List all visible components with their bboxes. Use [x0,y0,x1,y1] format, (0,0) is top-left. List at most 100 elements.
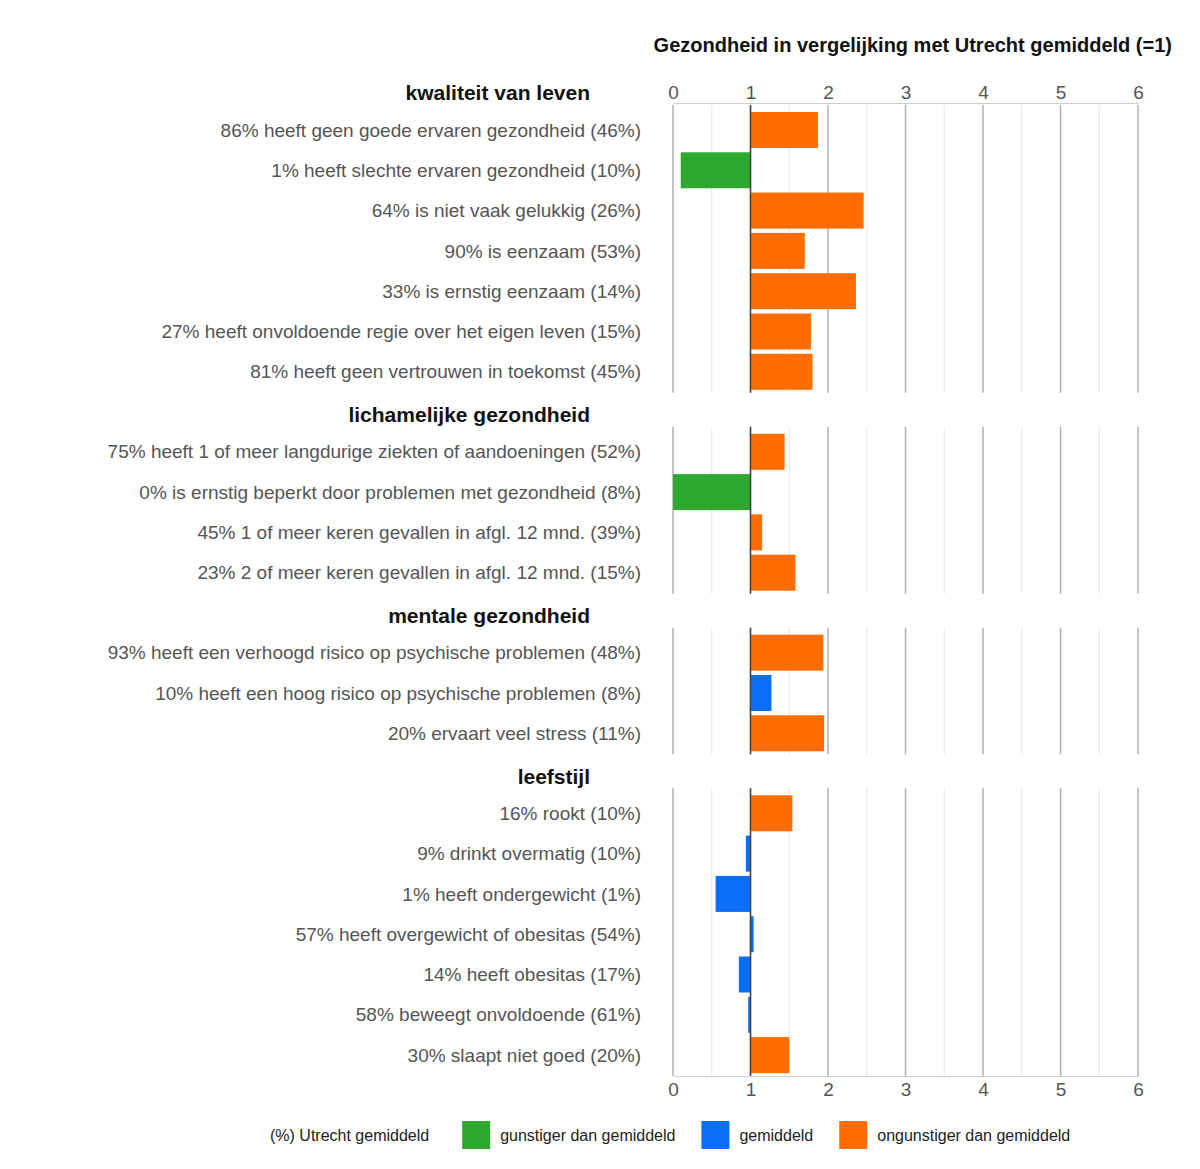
category-label: 1% heeft slechte ervaren gezondheid (10%… [271,160,641,181]
baseline [750,427,752,594]
grid-line [827,427,829,594]
tick-label: 2 [823,1079,834,1100]
grid-line [982,105,984,393]
tick-label: 5 [1056,82,1067,103]
tick-label: 3 [901,1079,912,1100]
grid-line [982,628,984,755]
grid-line [1137,628,1139,755]
minor-grid-line [1099,105,1100,393]
grid-line [750,788,752,1076]
category-label: 81% heeft geen vertrouwen in toekomst (4… [250,361,641,382]
tick-label: 2 [823,82,834,103]
minor-grid-line [711,427,712,594]
minor-grid-line [1021,105,1022,393]
minor-grid-line [1021,628,1022,755]
grid-line [1060,628,1062,755]
grid-line [672,788,674,1076]
tick-label: 0 [668,82,679,103]
grid-line [1060,788,1062,1076]
category-label: 10% heeft een hoog risico op psychische … [155,683,641,704]
bar [716,876,751,912]
minor-grid-line [711,788,712,1076]
legend-label: ongunstiger dan gemiddeld [877,1127,1070,1144]
group-title: lichamelijke gezondheid [348,403,590,426]
tick: 2 [823,82,834,103]
chart-title: Gezondheid in vergelijking met Utrecht g… [654,34,1172,56]
category-label: 90% is eenzaam (53%) [445,241,641,262]
category-label: 33% is ernstig eenzaam (14%) [382,281,641,302]
legend-swatch [839,1121,867,1149]
tick: 6 [1133,1076,1144,1099]
minor-grid-line [944,105,945,393]
tick-label: 3 [901,82,912,103]
category-label: 20% ervaart veel stress (11%) [388,723,641,744]
grid-line [905,105,907,393]
legend-label: gemiddeld [739,1127,813,1144]
grid-line [672,628,674,755]
minor-grid-line [1099,427,1100,594]
tick-label: 6 [1133,1079,1144,1100]
bar [751,795,793,831]
grid-line [1137,427,1139,594]
baseline [750,105,752,393]
legend-note: (%) Utrecht gemiddeld [270,1127,429,1144]
tick-label: 6 [1133,82,1144,103]
category-label: 16% rookt (10%) [499,803,641,824]
tick: 0 [668,82,679,103]
grid-line [750,427,752,594]
minor-grid-line [789,788,790,1076]
bar [751,635,824,671]
tick: 6 [1133,82,1144,103]
bar [751,193,864,229]
category-label: 14% heeft obesitas (17%) [423,964,641,985]
grid-line [827,105,829,393]
grid [673,105,1138,1076]
category-label: 64% is niet vaak gelukkig (26%) [372,200,641,221]
category-label: 93% heeft een verhoogd risico op psychis… [108,642,641,663]
bar [673,474,751,510]
tick: 3 [901,82,912,103]
grid-line [750,105,752,393]
baseline [750,788,752,1076]
minor-grid-line [944,788,945,1076]
minor-grid-line [711,105,712,393]
legend: (%) Utrecht gemiddeldgunstiger dan gemid… [270,1121,1070,1149]
category-label: 86% heeft geen goede ervaren gezondheid … [221,120,641,141]
bar [751,354,813,390]
category-label: 23% 2 of meer keren gevallen in afgl. 12… [197,562,641,583]
category-label: 30% slaapt niet goed (20%) [408,1045,641,1066]
tick: 2 [823,1076,834,1099]
category-label: 57% heeft overgewicht of obesitas (54%) [296,924,641,945]
category-label: 0% is ernstig beperkt door problemen met… [139,482,641,503]
bar [751,715,825,751]
grid-line [1060,105,1062,393]
grid-line [905,628,907,755]
tick: 4 [978,1076,989,1099]
legend-swatch [701,1121,729,1149]
minor-grid-line [711,628,712,755]
grid-line [827,788,829,1076]
category-label: 1% heeft ondergewicht (1%) [402,884,641,905]
grid-line [982,427,984,594]
minor-grid-line [1021,427,1022,594]
category-label: 58% beweegt onvoldoende (61%) [356,1004,641,1025]
tick-label: 1 [746,1079,757,1100]
tick: 1 [746,82,757,103]
bar [751,314,811,350]
minor-grid-line [944,628,945,755]
bar [751,233,805,269]
group-title: kwaliteit van leven [406,81,590,104]
tick-label: 1 [746,82,757,103]
minor-grid-line [1099,628,1100,755]
tick: 5 [1056,1076,1067,1099]
minor-grid-line [866,628,867,755]
bars [673,105,864,1076]
bar [751,555,796,591]
grid-line [905,427,907,594]
axis-line [674,103,1139,104]
bar [751,273,856,309]
baseline [750,628,752,755]
tick-label: 4 [978,82,989,103]
tick: 5 [1056,82,1067,103]
category-label: 45% 1 of meer keren gevallen in afgl. 12… [197,522,641,543]
